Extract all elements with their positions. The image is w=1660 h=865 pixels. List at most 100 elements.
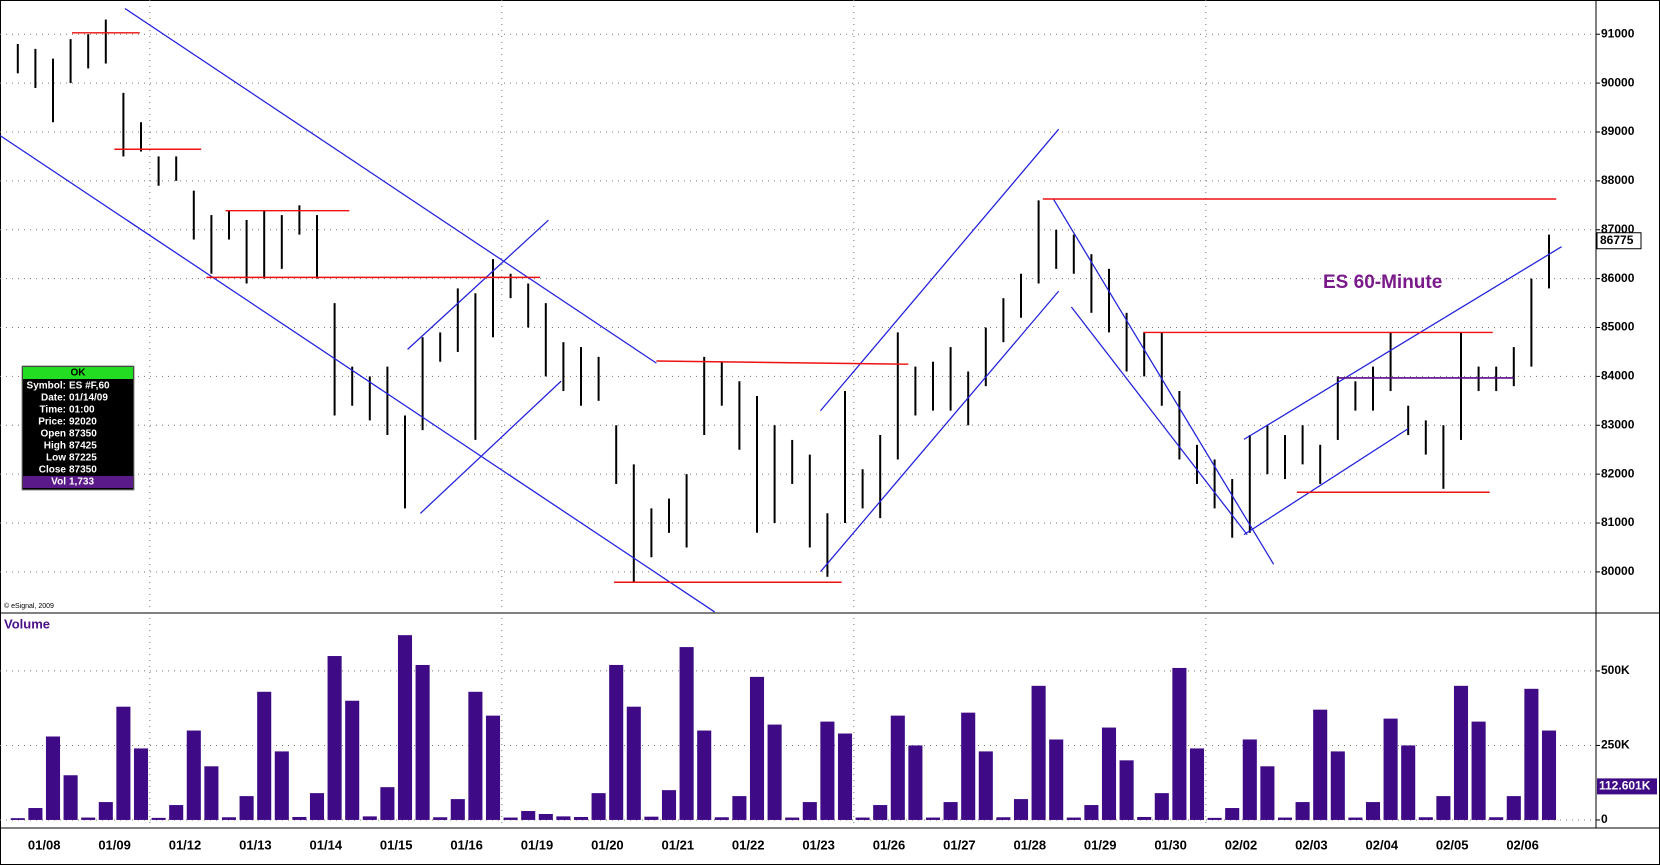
volume-bar — [1225, 808, 1240, 820]
volume-bar — [1506, 796, 1521, 820]
volume-bar — [1313, 709, 1328, 820]
volume-bar — [186, 730, 201, 820]
volume-bar — [1084, 805, 1099, 820]
info-label: Low — [46, 453, 66, 464]
y-tick-label: 85000 — [1601, 320, 1635, 334]
x-tick-label: 01/30 — [1154, 837, 1187, 852]
x-tick-label: 01/21 — [662, 837, 695, 852]
x-tick-label: 01/15 — [380, 837, 413, 852]
volume-bar — [961, 712, 976, 820]
volume-bar — [1524, 688, 1539, 820]
volume-bar — [257, 691, 272, 820]
volume-bar — [1242, 739, 1257, 820]
last-price-box — [1596, 232, 1642, 250]
info-label: Time: — [40, 405, 67, 416]
last-price-label: 86775 — [1600, 233, 1634, 247]
volume-bar — [943, 802, 958, 820]
volume-bar — [433, 817, 448, 820]
volume-bar — [1541, 730, 1557, 820]
last-volume-label: 112.601K — [1599, 779, 1651, 793]
y-tick-label: 88000 — [1601, 173, 1635, 187]
volume-bar — [1418, 817, 1433, 820]
info-label: Open — [40, 429, 66, 440]
copyright: © eSignal, 2009 — [4, 602, 54, 610]
volume-bar — [573, 816, 589, 820]
x-tick-label: 02/05 — [1436, 837, 1469, 852]
volume-bar — [661, 790, 677, 820]
x-tick-label: 02/04 — [1366, 837, 1399, 852]
volume-bar — [450, 799, 465, 820]
volume-bar — [1119, 760, 1134, 820]
volume-bar — [749, 676, 765, 820]
info-vol-bg — [23, 476, 133, 488]
y-tick-label: 250K — [1601, 738, 1630, 752]
volume-bar — [485, 715, 501, 820]
y-tick-label: 90000 — [1601, 75, 1635, 89]
x-tick-label: 02/06 — [1506, 837, 1539, 852]
volume-bar — [292, 816, 307, 820]
volume-title: Volume — [4, 616, 50, 631]
volume-bar — [1137, 816, 1152, 820]
y-tick-label: 0 — [1601, 812, 1608, 826]
x-tick-label: 01/16 — [450, 837, 483, 852]
volume-bar — [714, 817, 729, 820]
volume-bar — [1348, 817, 1363, 820]
volume-bar — [820, 721, 835, 820]
x-tick-label: 01/08 — [28, 837, 61, 852]
info-value: 87350 — [69, 429, 97, 440]
volume-bar — [63, 775, 78, 820]
x-tick-label: 01/09 — [98, 837, 131, 852]
volume-bar — [239, 796, 254, 820]
volume-bar — [1172, 667, 1187, 820]
volume-bar — [1330, 751, 1345, 820]
volume-bar — [978, 751, 993, 820]
info-label: Date: — [41, 393, 66, 404]
volume-bar — [1295, 802, 1310, 820]
volume-bar — [380, 787, 395, 820]
volume-bar — [996, 817, 1011, 820]
x-tick-label: 02/03 — [1295, 837, 1328, 852]
volume-bar — [732, 796, 747, 820]
volume-bar — [1189, 748, 1205, 820]
volume-bar — [873, 805, 888, 820]
volume-bar — [609, 664, 624, 820]
x-tick-label: 01/29 — [1084, 837, 1117, 852]
volume-bar — [309, 793, 325, 820]
volume-bar — [345, 700, 360, 820]
volume-bar — [1471, 721, 1486, 820]
info-value: ES #F,60 — [69, 381, 110, 392]
volume-bar — [1277, 817, 1293, 820]
info-label: Close — [39, 465, 67, 476]
volume-bar — [644, 816, 659, 820]
volume-bar — [626, 706, 641, 820]
volume-bar — [1013, 799, 1029, 820]
x-tick-label: 01/20 — [591, 837, 624, 852]
info-value: 87350 — [69, 465, 97, 476]
y-tick-label: 80000 — [1601, 564, 1635, 578]
volume-bar — [1401, 745, 1416, 820]
info-value: 01/14/09 — [69, 393, 108, 404]
volume-bar — [802, 802, 817, 820]
plot-layer — [0, 0, 1660, 829]
volume-bar — [1031, 685, 1046, 820]
volume-bar — [397, 635, 413, 820]
info-value: 87425 — [69, 441, 97, 452]
volume-bar — [274, 751, 289, 820]
volume-bar — [1154, 793, 1169, 820]
volume-bar — [1365, 802, 1381, 820]
x-tick-label: 01/28 — [1014, 837, 1047, 852]
volume-bar — [327, 656, 342, 820]
info-label: Symbol: — [27, 381, 66, 392]
info-value: 01:00 — [69, 405, 95, 416]
volume-bar — [45, 736, 61, 820]
info-value: 87225 — [69, 453, 97, 464]
volume-bar — [1489, 817, 1504, 820]
volume-bar — [221, 817, 237, 820]
volume-bar — [10, 818, 25, 820]
info-box — [21, 365, 135, 491]
y-tick-label: 82000 — [1601, 466, 1635, 480]
x-tick-label: 01/13 — [239, 837, 272, 852]
volume-bar — [503, 817, 518, 820]
volume-bar — [1049, 739, 1064, 820]
